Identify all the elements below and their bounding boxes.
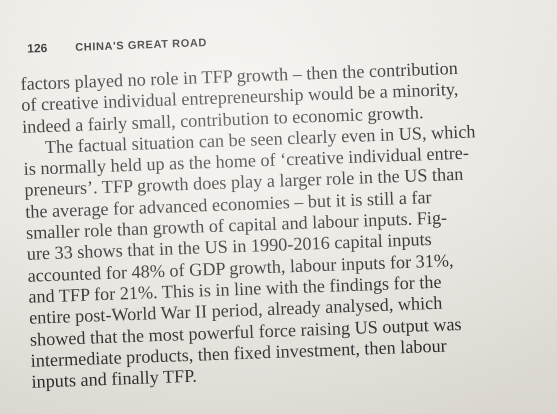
book-page: 126 CHINA'S GREAT ROAD factors played no… <box>18 0 557 393</box>
body-text: factors played no role in TFP growth – t… <box>20 52 557 393</box>
running-title: CHINA'S GREAT ROAD <box>75 37 208 54</box>
page-number: 126 <box>27 40 48 56</box>
